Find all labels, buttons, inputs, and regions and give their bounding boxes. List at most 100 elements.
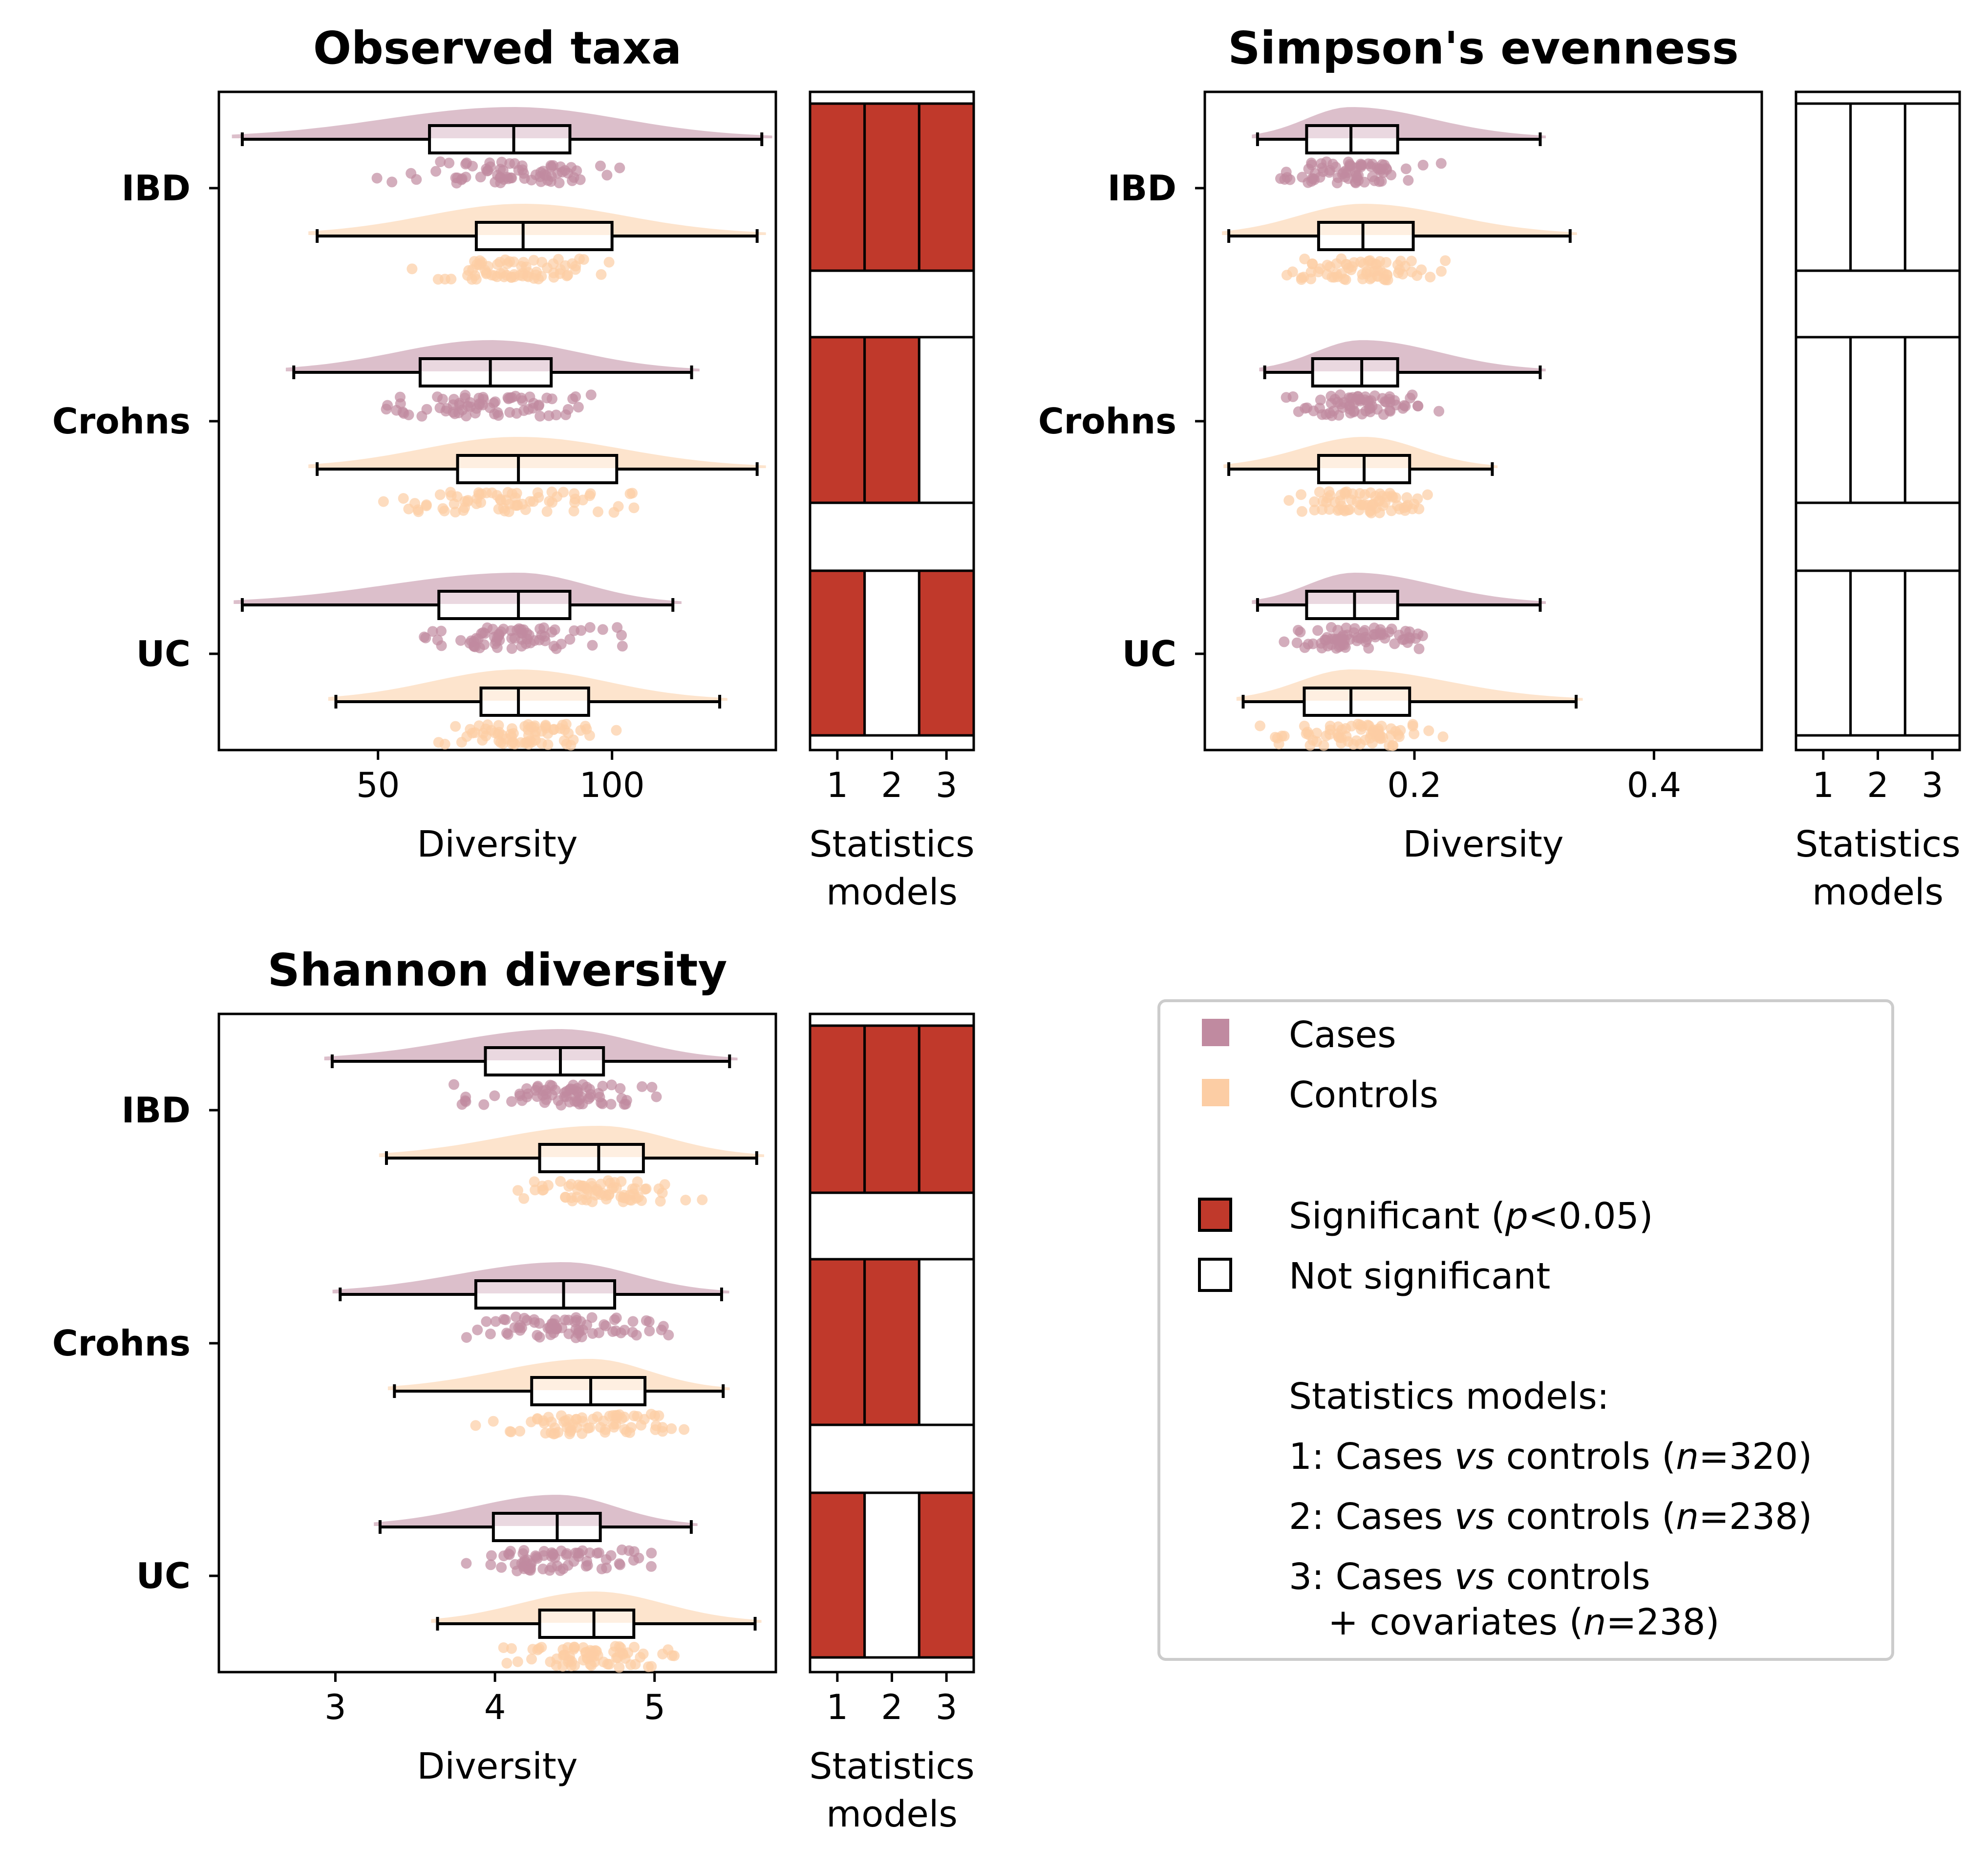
data-point [1316,158,1327,169]
data-point [1389,638,1400,649]
data-point [503,173,514,184]
data-point [1392,500,1403,511]
data-point [663,1330,674,1341]
data-point [628,1546,640,1557]
data-point [505,392,516,403]
data-point [1307,735,1319,746]
data-point [550,1314,561,1325]
data-point [439,738,450,750]
data-point [503,1548,514,1559]
data-point [646,1548,657,1559]
data-point [1279,174,1290,185]
data-point [597,1098,608,1109]
simpson-s-evenness-stats-tick-label: 1 [1813,765,1835,805]
legend-model-2: 2: Cases vs controls (n=238) [1289,1496,1812,1538]
data-point [604,1658,615,1670]
data-point [541,170,552,181]
data-point [1381,396,1391,408]
data-point [506,738,517,749]
data-point [607,1410,619,1421]
data-point [1281,270,1292,280]
data-point [560,260,571,271]
data-point [638,1648,649,1659]
data-point [1308,405,1319,416]
simpson-s-evenness-crohns-controls-series [1223,437,1498,518]
data-point [482,165,493,176]
data-point [1351,394,1362,405]
data-point [615,1647,626,1658]
data-point [421,500,432,512]
data-point [1385,406,1396,417]
data-point [516,641,527,652]
data-point [1299,254,1310,264]
shannon-diversity-xlabel: Diversity [417,1745,577,1787]
data-point [621,1095,632,1106]
data-point [580,721,591,732]
simpson-s-evenness-title: Simpson's evenness [1228,22,1739,74]
simpson-s-evenness-stats-tick-label: 3 [1922,765,1944,805]
data-point [1433,406,1445,417]
data-point [608,1419,619,1430]
data-point [1387,740,1398,751]
data-point [533,492,544,503]
data-point [1324,729,1335,740]
legend-model-1: 1: Cases vs controls (n=320) [1289,1436,1812,1478]
data-point [1303,163,1314,174]
data-point [472,1324,483,1335]
data-point [1358,258,1369,269]
data-point [506,1426,516,1438]
data-point [1368,726,1379,737]
simpson-s-evenness-stats-cell-ibd-model-3 [1903,102,1961,272]
data-point [653,1183,664,1194]
data-point [1437,731,1449,742]
density-cloud [1259,340,1546,371]
data-point [510,492,521,503]
shannon-diversity-stats-tick-label: 1 [827,1687,849,1727]
data-point [597,624,608,635]
data-point [513,1185,523,1196]
data-point [546,1562,557,1573]
data-point [498,1642,509,1653]
observed-taxa-stats-cell-crohns-model-3 [918,336,975,504]
data-point [436,625,447,637]
data-point [534,623,546,634]
data-point [1273,738,1284,750]
observed-taxa-ibd-controls-series [308,204,766,285]
data-point [611,1312,622,1324]
observed-taxa-stats-tick-label: 1 [827,765,849,805]
data-point [1355,161,1367,172]
data-point [548,258,559,269]
data-point [571,165,582,176]
data-point [1381,164,1392,175]
data-point [508,256,519,267]
data-point [575,1316,586,1327]
data-point [548,160,558,171]
data-point [560,1191,571,1203]
data-point [481,1316,492,1327]
data-point [539,1097,550,1108]
density-cloud [1252,107,1546,138]
legend-cases-swatch [1202,1019,1229,1046]
data-point [1325,622,1337,633]
data-point [536,257,548,268]
legend-cases-label: Cases [1289,1014,1396,1056]
data-point [1371,258,1382,270]
data-point [501,494,512,506]
data-point [617,641,628,652]
data-point [555,1176,566,1187]
data-point [587,640,598,651]
legend-significant-label: Significant (p<0.05) [1289,1195,1653,1237]
data-point [680,1195,691,1205]
data-point [559,1650,571,1661]
data-point [1296,274,1307,285]
shannon-diversity-category-ibd: IBD [122,1090,191,1131]
simpson-s-evenness-stats-cell-crohns-model-2 [1849,336,1906,504]
data-point [1307,258,1318,270]
data-point [1309,496,1320,507]
data-point [455,635,466,646]
data-point [461,1558,472,1569]
data-point [1412,493,1423,504]
data-point [529,1176,540,1187]
shannon-diversity-ibd-controls-series [379,1126,764,1207]
data-point [1315,394,1326,406]
